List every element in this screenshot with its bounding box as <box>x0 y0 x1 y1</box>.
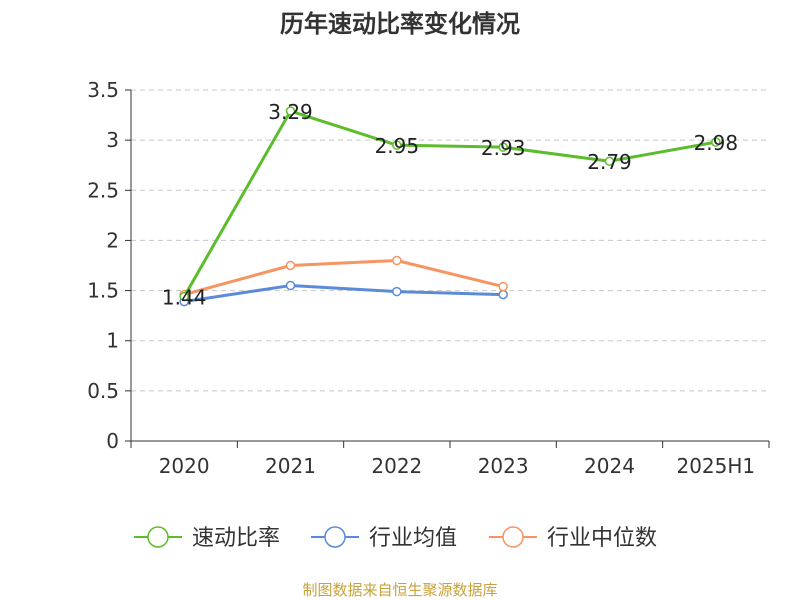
data-point[interactable] <box>285 260 296 271</box>
data-point[interactable] <box>392 255 402 266</box>
data-label: 2.93 <box>481 136 526 160</box>
legend-item[interactable]: 行业均值 <box>311 526 457 551</box>
legend-label: 速动比率 <box>192 526 280 551</box>
x-tick-label: 2023 <box>478 454 529 478</box>
series-line <box>183 258 504 297</box>
legend-marker <box>324 526 346 548</box>
data-point[interactable] <box>498 281 508 292</box>
x-tick-label: 2020 <box>159 454 210 478</box>
legend[interactable]: 速动比率 行业均值 行业中位数 <box>134 526 657 551</box>
legend-marker <box>502 526 524 548</box>
x-tick-label: 2024 <box>584 454 635 478</box>
data-point[interactable] <box>285 106 296 116</box>
data-point[interactable] <box>711 137 721 147</box>
legend-label: 行业均值 <box>369 526 457 551</box>
legend-label: 行业中位数 <box>547 526 657 551</box>
data-label: 1.44 <box>162 286 207 310</box>
x-tick-label: 2021 <box>265 454 316 478</box>
data-point[interactable] <box>392 140 402 150</box>
grid-lines <box>131 89 769 392</box>
data-label: 2.95 <box>375 134 420 158</box>
y-tick-label: 3.5 <box>87 78 119 102</box>
data-point[interactable] <box>604 156 615 166</box>
data-point[interactable] <box>498 289 508 300</box>
y-tick-label: 3 <box>106 128 119 152</box>
data-label: 2.98 <box>694 131 739 155</box>
data-label: 3.29 <box>268 100 313 124</box>
y-tick-label: 2.5 <box>87 178 119 202</box>
y-tick-label: 1 <box>106 329 119 353</box>
data-point[interactable] <box>392 286 402 297</box>
y-tick-label: 0 <box>106 429 119 453</box>
series-lines <box>179 106 721 307</box>
source-note: 制图数据来自恒生聚源数据库 <box>302 581 497 599</box>
data-point[interactable] <box>179 291 189 302</box>
series-line <box>182 109 717 298</box>
axes: 0 0.5 1 1.5 2 2.5 3 3.5 2020 2021 2022 2023 2024 2025… <box>87 78 770 478</box>
data-point[interactable] <box>285 280 296 291</box>
data-labels: 1.44 3.29 2.95 2.93 2.79 2.98 <box>162 100 738 310</box>
legend-item[interactable]: 行业中位数 <box>489 526 657 551</box>
legend-marker <box>147 526 169 548</box>
y-tick-label: 1.5 <box>87 279 119 303</box>
series-line <box>183 284 504 304</box>
chart-title: 历年速动比率变化情况 <box>280 10 520 38</box>
y-tick-label: 0.5 <box>87 379 119 403</box>
data-point[interactable] <box>498 142 508 152</box>
x-tick-label: 2022 <box>371 454 422 478</box>
y-tick-label: 2 <box>106 228 119 252</box>
legend-item[interactable]: 速动比率 <box>134 526 280 551</box>
x-tick-label: 2025H1 <box>676 454 755 478</box>
data-label: 2.79 <box>587 150 632 174</box>
